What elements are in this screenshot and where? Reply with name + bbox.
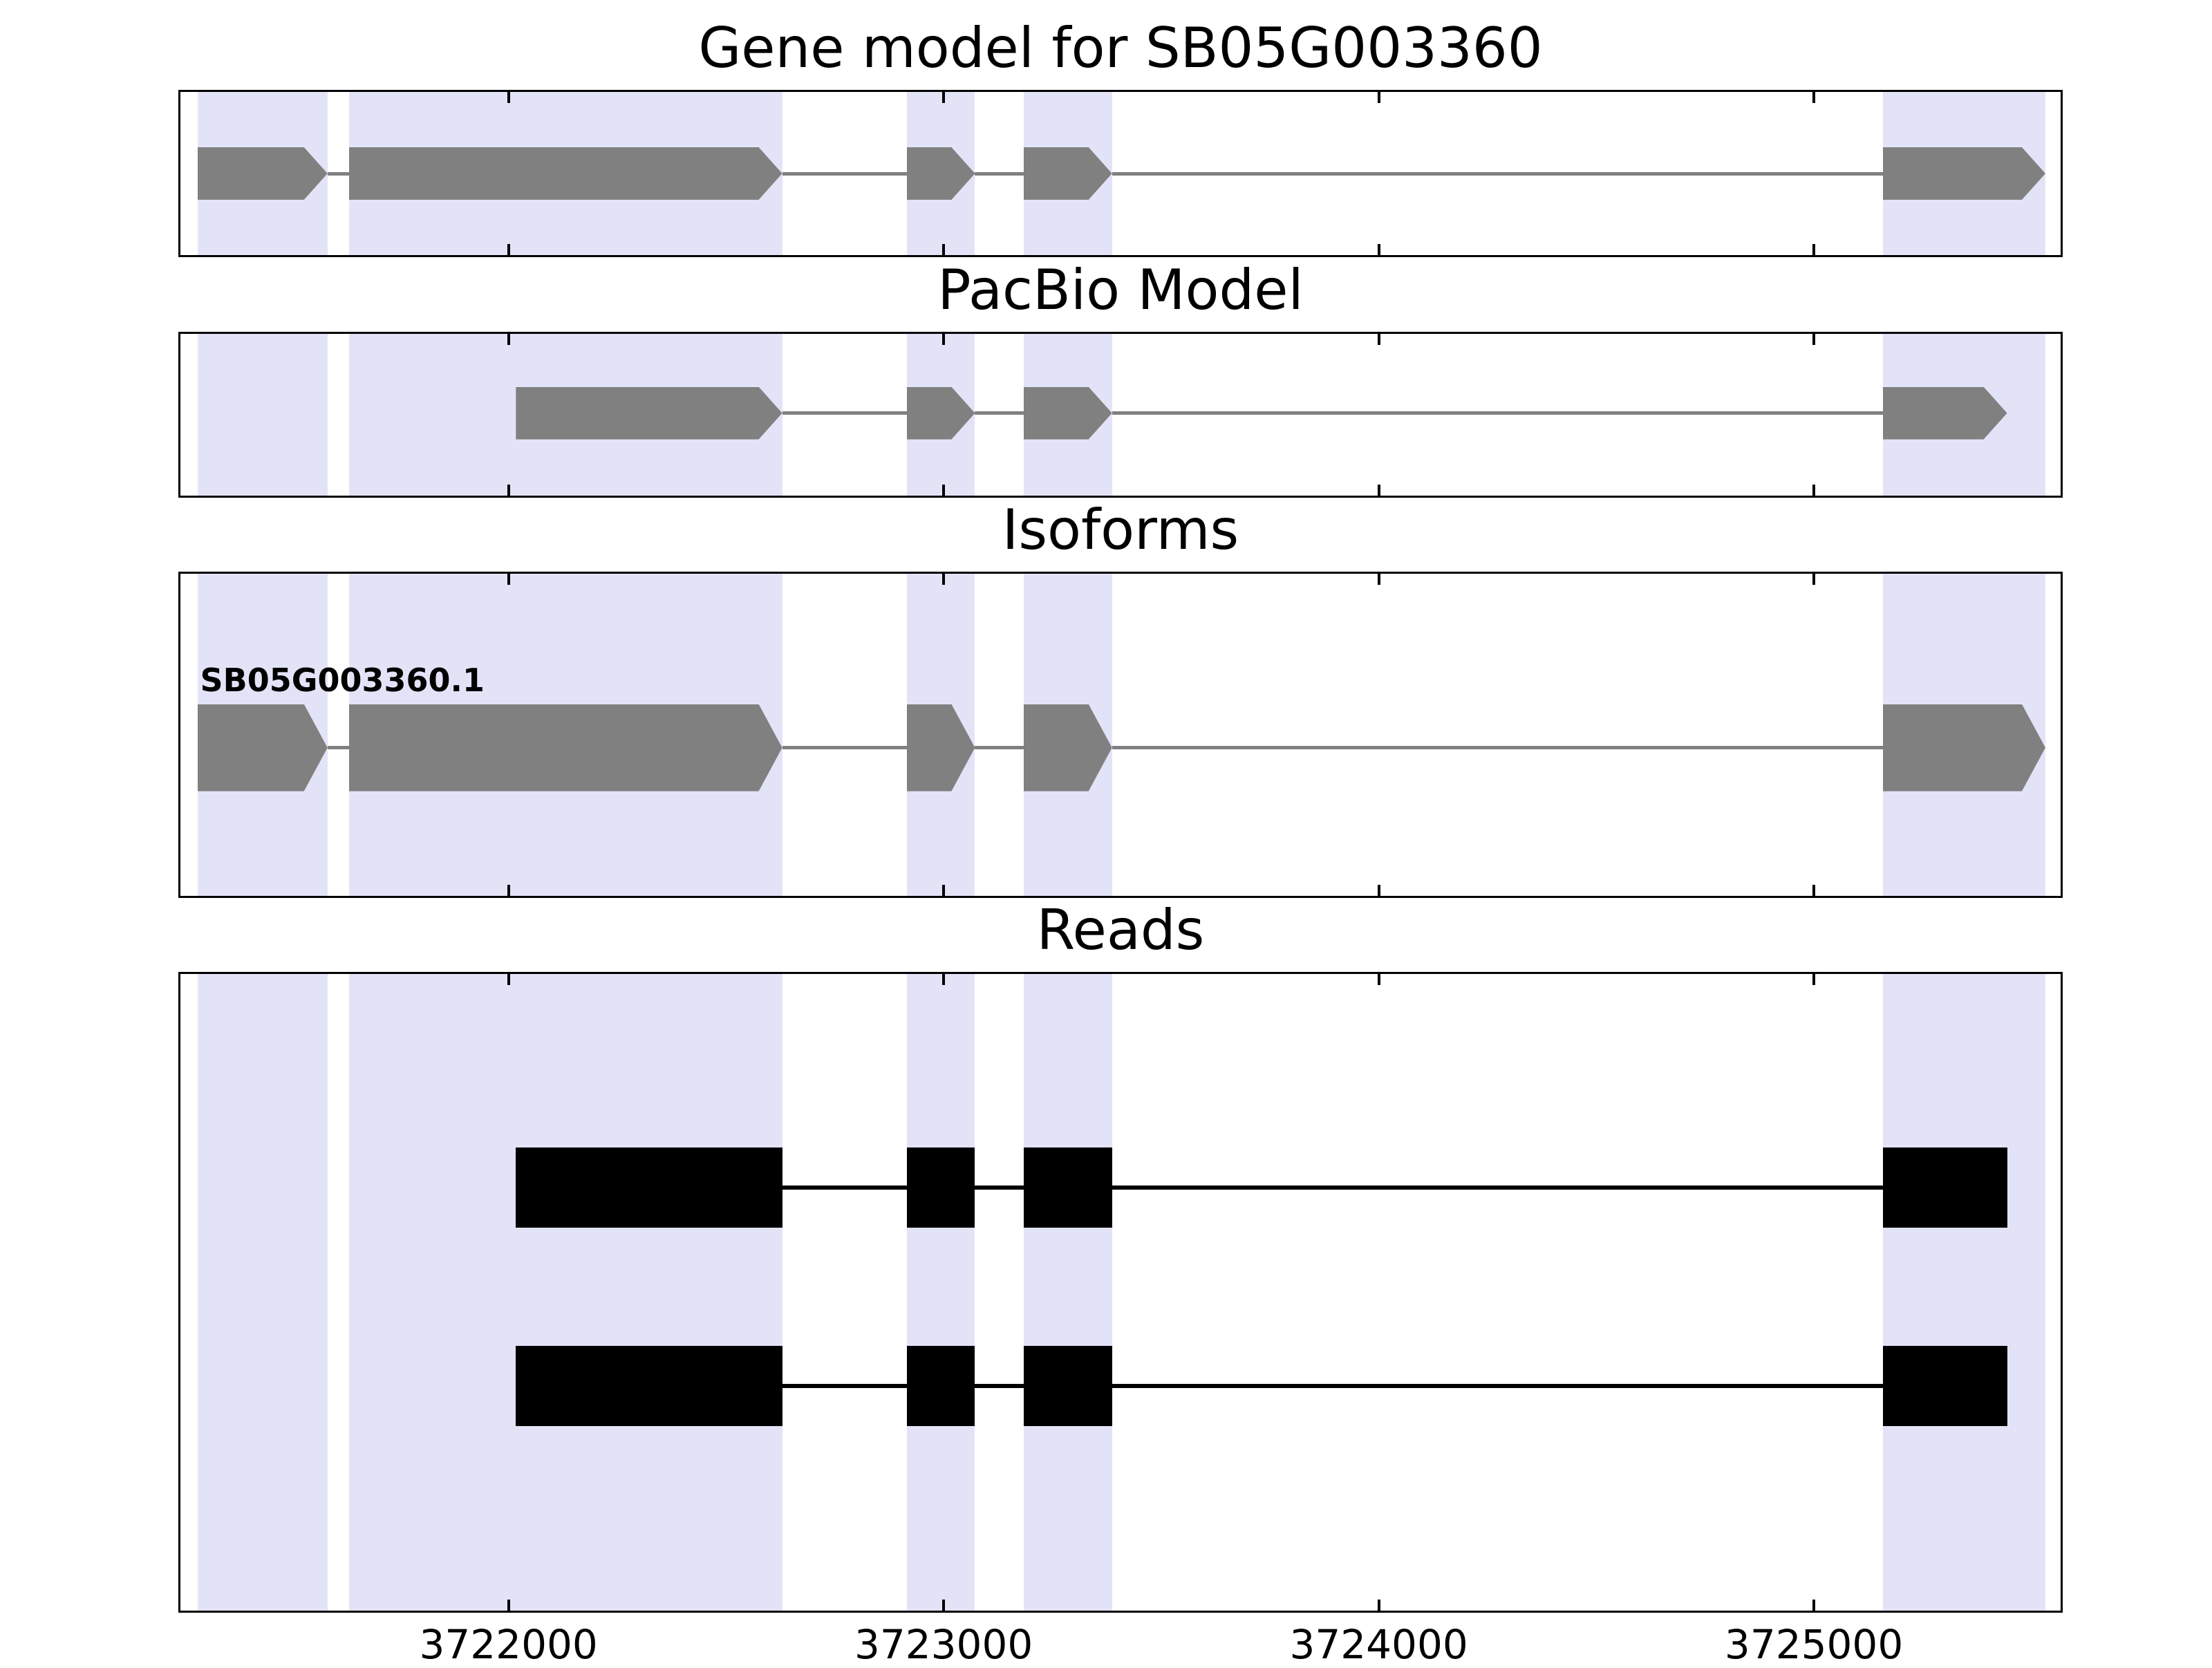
axis-tick <box>1377 974 1380 985</box>
exon-arrow <box>1883 147 2045 200</box>
axis-tick <box>1812 1600 1816 1611</box>
axis-tick <box>507 1600 510 1611</box>
panel-pacbio-model <box>178 332 2063 498</box>
axis-tick <box>1812 885 1816 896</box>
axis-tick <box>942 334 946 345</box>
intron-line <box>975 1185 1024 1190</box>
exon-arrow <box>198 704 328 791</box>
panel-gene-model <box>178 90 2063 257</box>
axis-tick <box>1812 485 1816 496</box>
intron-line <box>782 1185 907 1190</box>
axis-tick <box>942 974 946 985</box>
intron-line <box>327 746 349 750</box>
intron-line <box>1112 171 1883 176</box>
axis-tick <box>1377 485 1380 496</box>
highlight-band <box>197 334 328 496</box>
axis-tick <box>507 574 510 585</box>
panel-title-reads: Reads <box>1036 898 1205 962</box>
exon-block <box>516 1147 782 1228</box>
intron-line <box>1112 1383 1883 1388</box>
highlight-band <box>1023 974 1112 1611</box>
axis-tick <box>942 885 946 896</box>
panel-isoforms: SB05G003360.1 <box>178 572 2063 898</box>
intron-line <box>975 411 1024 415</box>
highlight-band <box>197 974 328 1611</box>
exon-arrow <box>1883 704 2045 791</box>
intron-line <box>1112 746 1883 750</box>
exon-arrow <box>516 387 782 440</box>
intron-line <box>1112 1185 1883 1190</box>
intron-line <box>327 171 349 176</box>
exon-arrow <box>349 147 782 200</box>
isoform-label: SB05G003360.1 <box>200 661 485 699</box>
axis-tick <box>942 92 946 103</box>
axis-tick <box>1377 334 1380 345</box>
intron-line <box>782 1383 907 1388</box>
axis-tick <box>507 244 510 255</box>
axis-tick <box>507 334 510 345</box>
axis-tick <box>1812 92 1816 103</box>
intron-line <box>1112 411 1883 415</box>
axis-tick-label: 3725000 <box>1724 1621 1904 1668</box>
axis-tick <box>1377 574 1380 585</box>
exon-arrow <box>1883 387 2007 440</box>
exon-block <box>1023 1345 1112 1426</box>
axis-tick-label: 3723000 <box>854 1621 1033 1668</box>
axis-tick <box>1377 92 1380 103</box>
exon-block <box>1882 1147 2007 1228</box>
exon-block <box>516 1345 782 1426</box>
axis-tick <box>942 485 946 496</box>
axis-tick <box>1812 244 1816 255</box>
intron-line <box>782 746 907 750</box>
intron-line <box>782 171 907 176</box>
exon-block <box>1023 1147 1112 1228</box>
axis-tick <box>1812 974 1816 985</box>
axis-tick <box>1812 334 1816 345</box>
exon-arrow <box>349 704 782 791</box>
axis-tick-label: 3724000 <box>1289 1621 1468 1668</box>
axis-tick <box>1377 885 1380 896</box>
axis-tick-label: 3722000 <box>419 1621 598 1668</box>
intron-line <box>975 171 1024 176</box>
axis-tick <box>942 244 946 255</box>
exon-block <box>1882 1345 2007 1426</box>
axis-tick <box>942 1600 946 1611</box>
intron-line <box>975 746 1024 750</box>
intron-line <box>975 1383 1024 1388</box>
axis-tick <box>1812 574 1816 585</box>
axis-tick <box>507 885 510 896</box>
axis-tick <box>507 485 510 496</box>
axis-tick <box>507 974 510 985</box>
axis-tick <box>942 574 946 585</box>
panel-title-gene-model: Gene model for SB05G003360 <box>698 16 1543 80</box>
panel-title-isoforms: Isoforms <box>1002 498 1239 562</box>
axis-tick <box>1377 1600 1380 1611</box>
highlight-band <box>906 974 975 1611</box>
exon-block <box>906 1345 975 1426</box>
highlight-band <box>348 974 782 1611</box>
intron-line <box>782 411 907 415</box>
panel-reads <box>178 972 2063 1613</box>
axis-tick <box>1377 244 1380 255</box>
exon-block <box>906 1147 975 1228</box>
highlight-band <box>1882 974 2045 1611</box>
panel-title-pacbio-model: PacBio Model <box>937 258 1304 322</box>
exon-arrow <box>198 147 328 200</box>
axis-tick <box>507 92 510 103</box>
